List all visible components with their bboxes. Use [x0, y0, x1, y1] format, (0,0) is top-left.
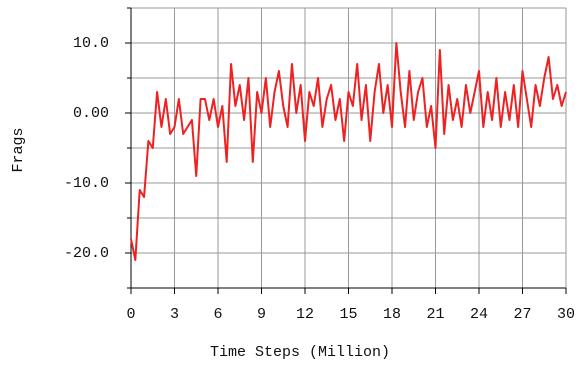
x-tick-label: 27	[513, 306, 531, 323]
x-tick-label: 9	[257, 306, 266, 323]
line	[130, 42, 567, 261]
x-tick-label: 12	[296, 306, 314, 323]
y-tick-label: 10.0	[73, 35, 109, 52]
x-tick-label: 15	[339, 306, 357, 323]
x-tick-label: 6	[213, 306, 222, 323]
x-tick-label: 24	[470, 306, 488, 323]
x-tick-label: 0	[126, 306, 135, 323]
x-tick-label: 30	[557, 306, 575, 323]
y-tick-label: 0.00	[73, 105, 109, 122]
x-tick-label: 21	[426, 306, 444, 323]
x-axis-label: Time Steps (Million)	[210, 344, 390, 361]
y-tick-label: -10.0	[64, 175, 109, 192]
y-axis-label: Frags	[10, 127, 27, 172]
x-tick-label: 3	[170, 306, 179, 323]
y-tick-label: -20.0	[64, 245, 109, 262]
x-tick-label: 18	[383, 306, 401, 323]
